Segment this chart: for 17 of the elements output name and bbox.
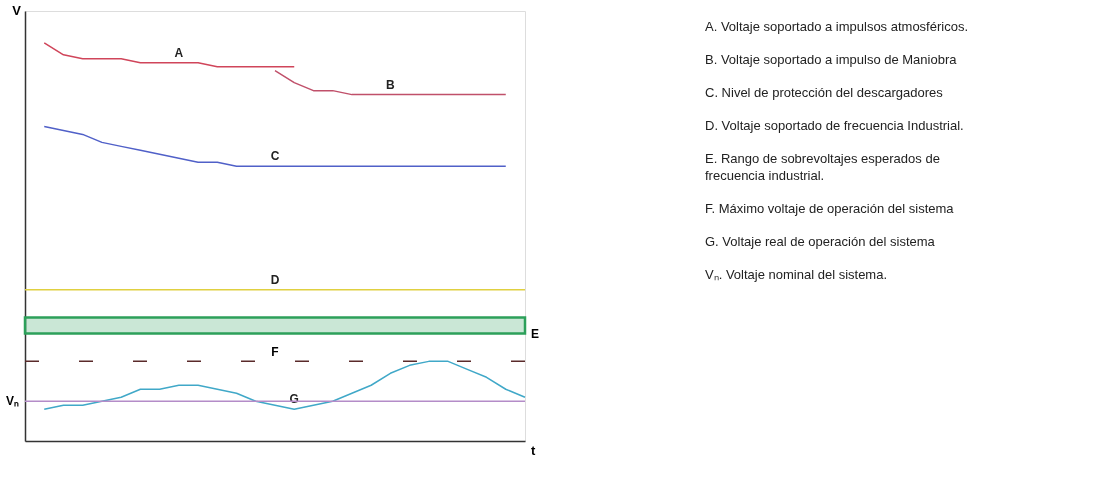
series-label: D	[270, 272, 280, 287]
series-label: C	[270, 149, 280, 164]
ref-line-label: Vₙ	[5, 394, 19, 409]
text: B. Voltaje soportado a impulso de Maniobra	[705, 52, 958, 67]
text: A. Voltaje soportado a impulsos atmosféricos.	[705, 19, 969, 34]
text: E. Rango de sobrevoltajes esperados de frecuencia industrial.	[705, 151, 940, 183]
series-label: B	[386, 77, 396, 92]
y-axis-title: V	[12, 3, 22, 18]
ref-line-label: F	[271, 345, 279, 360]
band-label: E	[531, 326, 540, 341]
text: D. Voltaje soportado de frecuencia Industrial.	[705, 118, 964, 133]
text: G. Voltaje real de operación del sistema	[705, 234, 936, 249]
text: F. Máximo voltaje de operación del sistema	[705, 201, 955, 216]
text: Vₙ. Voltaje nominal del sistema.	[705, 267, 888, 282]
text: C. Nivel de protección del descargadores	[705, 85, 944, 100]
series-label: A	[174, 45, 184, 60]
x-axis-title: t	[531, 443, 536, 458]
